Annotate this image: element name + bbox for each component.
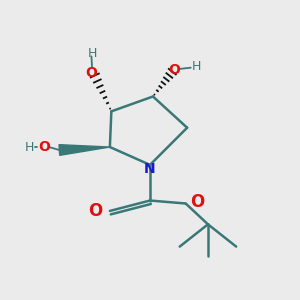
Text: O: O: [190, 193, 205, 211]
Text: O: O: [88, 202, 103, 220]
Polygon shape: [59, 145, 110, 155]
Text: O: O: [85, 66, 97, 80]
Text: N: N: [144, 162, 156, 176]
Text: O: O: [38, 140, 50, 154]
Text: H: H: [191, 60, 201, 73]
Text: O: O: [168, 63, 180, 77]
Text: H: H: [25, 140, 34, 154]
Text: H: H: [87, 47, 97, 60]
